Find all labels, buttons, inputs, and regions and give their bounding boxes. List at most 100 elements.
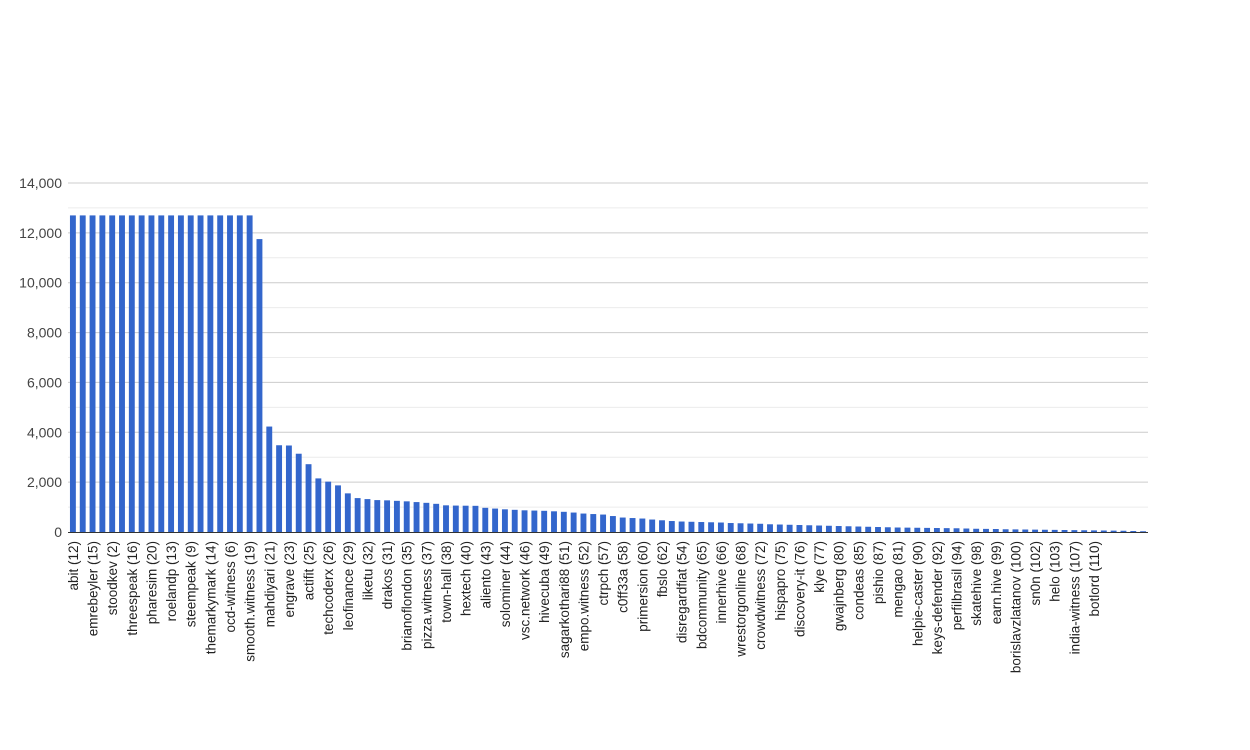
x-tick-label: ctrpch (57) (596, 541, 611, 606)
x-tick-label: hispapro (75) (773, 541, 788, 621)
bar (884, 527, 891, 532)
bar (276, 445, 283, 532)
bar (197, 215, 204, 532)
bar (148, 215, 155, 532)
bar (639, 518, 646, 532)
x-tick-label: pharesim (20) (144, 541, 159, 624)
x-axis-labels: abit (12) emrebeyler (15) stoodkev (2) thre… (66, 541, 1102, 673)
bar (325, 481, 332, 532)
bar (335, 485, 341, 532)
x-tick-label: discovery-it (76) (792, 541, 807, 637)
bar (1100, 530, 1107, 532)
x-tick-label: actifit (25) (302, 541, 317, 600)
bar (423, 502, 430, 532)
x-tick-label: borislavzlatanov (100) (1008, 541, 1023, 673)
x-tick-label: gwajnberg (80) (832, 541, 847, 631)
x-tick-label: earn.hive (99) (989, 541, 1004, 624)
bar (904, 527, 911, 532)
bar (1041, 529, 1048, 532)
x-tick-label: roelandp (13) (164, 541, 179, 621)
bar (374, 500, 381, 532)
bar (109, 215, 116, 532)
y-tick-label: 8,000 (27, 325, 62, 341)
bar (285, 445, 292, 532)
bar (688, 521, 695, 532)
bar (845, 526, 852, 532)
bar (796, 525, 803, 532)
bar (119, 215, 125, 532)
bar (452, 505, 459, 532)
bar (1071, 530, 1078, 532)
bar (619, 517, 626, 532)
x-tick-label: mahdiyari (21) (262, 541, 277, 627)
bar (747, 523, 754, 532)
x-tick-label: brianoflondon (35) (400, 541, 415, 651)
bar (933, 528, 940, 532)
bar (717, 522, 724, 532)
bar (835, 526, 842, 532)
x-tick-label: india-witness (107) (1067, 541, 1082, 654)
bar (492, 508, 499, 532)
y-axis-ticks: 0 2,000 4,000 6,000 8,000 10,000 12,000 14,000 (19, 175, 62, 540)
bar (1061, 530, 1068, 532)
bar (816, 525, 823, 532)
bar (89, 215, 96, 532)
x-tick-label: helo (103) (1048, 541, 1063, 602)
bar (737, 523, 744, 532)
x-tick-label: mengao (81) (891, 541, 906, 618)
bar (443, 505, 449, 532)
x-tick-label: emrebeyler (15) (86, 541, 101, 636)
x-tick-label: drakos (31) (380, 541, 395, 609)
x-tick-label: primersion (60) (635, 541, 650, 632)
bar (629, 518, 636, 532)
bar (482, 507, 489, 532)
bar (364, 499, 371, 532)
bar (344, 493, 351, 532)
x-tick-label: steempeak (9) (184, 541, 199, 627)
x-tick-label: hextech (40) (459, 541, 474, 616)
bar (865, 526, 872, 532)
y-tick-label: 6,000 (27, 374, 62, 390)
bar (217, 215, 224, 532)
x-tick-label: hivecuba (49) (537, 541, 552, 623)
x-tick-label: disregardfiat (54) (675, 541, 690, 643)
bar (393, 500, 400, 532)
bar (207, 215, 214, 532)
y-tick-label: 10,000 (19, 275, 62, 291)
bar (541, 510, 548, 532)
bar (983, 528, 989, 532)
bar (315, 478, 322, 532)
bar (354, 498, 361, 532)
x-tick-label: crowdwitness (72) (753, 541, 768, 650)
bar (433, 503, 440, 532)
x-tick-label: perfilbrasil (94) (950, 541, 965, 630)
bar (551, 511, 557, 532)
bar (305, 464, 312, 532)
bar (158, 215, 165, 532)
x-tick-label: aliento (43) (478, 541, 493, 609)
x-tick-label: smooth.witness (19) (243, 541, 258, 662)
bar (256, 239, 263, 532)
x-tick-label: skatehive (98) (969, 541, 984, 626)
bar (1002, 529, 1009, 532)
bar (246, 215, 253, 532)
x-tick-label: empo.witness (52) (576, 541, 591, 651)
bar (472, 505, 479, 532)
x-tick-label: condeas (85) (851, 541, 866, 620)
bar (521, 510, 528, 532)
bar (806, 525, 813, 532)
bar (875, 527, 881, 532)
bar (776, 524, 783, 532)
bar (177, 215, 184, 532)
bar (786, 524, 793, 532)
bar (973, 528, 980, 532)
bar (413, 502, 420, 532)
x-tick-label: solominer (44) (498, 541, 513, 627)
bars (69, 215, 1147, 532)
x-tick-label: bdcommunity (65) (694, 541, 709, 649)
bar (924, 527, 931, 532)
bar (1022, 529, 1029, 532)
x-tick-label: engrave (23) (282, 541, 297, 618)
bar (698, 522, 705, 532)
